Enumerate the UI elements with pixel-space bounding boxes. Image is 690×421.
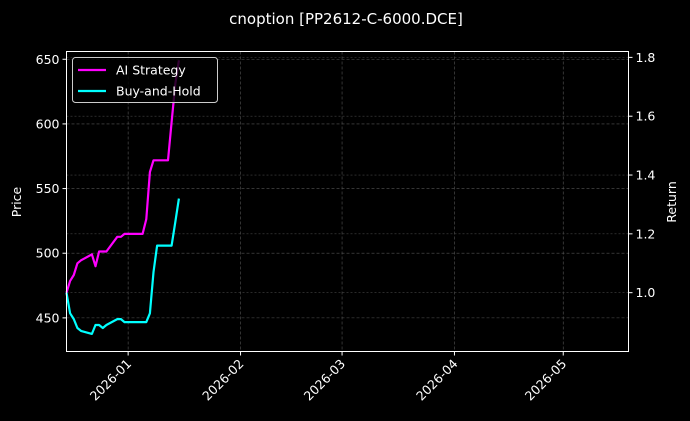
x-tick-label: 2026-03 xyxy=(301,356,349,404)
grid-lines xyxy=(66,51,629,352)
legend-label-buy-and-hold: Buy-and-Hold xyxy=(116,84,201,99)
x-tick-label: 2026-01 xyxy=(87,356,135,404)
series-lines xyxy=(65,60,180,335)
legend-box xyxy=(72,57,218,103)
x-tick-label: 2026-02 xyxy=(199,356,247,404)
y-axis-left: 450 500 550 600 650 xyxy=(36,52,67,325)
y-tick-label: 600 xyxy=(36,116,60,131)
plot-frame xyxy=(66,51,629,352)
y-axis-right: 1.0 1.2 1.4 1.6 1.8 xyxy=(628,50,656,300)
y-axis-label: Price xyxy=(9,186,24,217)
y-tick-label: 500 xyxy=(36,246,60,261)
y-right-tick-label: 1.0 xyxy=(636,285,656,300)
x-axis: 2026-01 2026-02 2026-03 2026-04 2026-05 xyxy=(87,351,570,404)
y-tick-label: 450 xyxy=(36,310,60,325)
y-tick-label: 550 xyxy=(36,181,60,196)
y-right-tick-label: 1.6 xyxy=(636,109,656,124)
y-right-tick-label: 1.4 xyxy=(636,168,656,183)
legend: AI Strategy Buy-and-Hold xyxy=(72,57,218,103)
legend-label-ai-strategy: AI Strategy xyxy=(116,63,186,78)
x-tick-label: 2026-04 xyxy=(413,356,461,404)
y-right-tick-label: 1.8 xyxy=(636,50,656,65)
series-line-ai-strategy xyxy=(65,60,180,294)
chart-title: cnoption [PP2612-C-6000.DCE] xyxy=(229,10,463,28)
y-axis-right-label: Return xyxy=(664,181,679,222)
x-tick-label: 2026-05 xyxy=(522,356,570,404)
series-line-buy-and-hold xyxy=(65,198,180,335)
y-tick-label: 650 xyxy=(36,52,60,67)
y-right-tick-label: 1.2 xyxy=(636,226,656,241)
